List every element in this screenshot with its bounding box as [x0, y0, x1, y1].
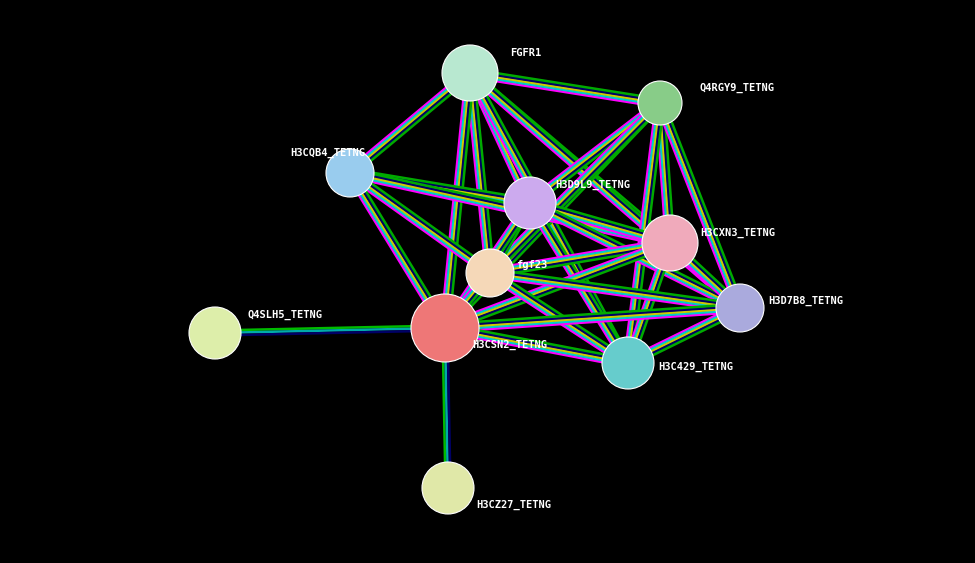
Text: H3CQB4_TETNG: H3CQB4_TETNG	[290, 148, 365, 158]
Circle shape	[422, 462, 474, 514]
Circle shape	[466, 249, 514, 297]
Circle shape	[442, 45, 498, 101]
Circle shape	[326, 149, 374, 197]
Text: fgf23: fgf23	[516, 260, 547, 270]
Text: Q4SLH5_TETNG: Q4SLH5_TETNG	[248, 310, 323, 320]
Text: FGFR1: FGFR1	[510, 48, 541, 58]
Circle shape	[504, 177, 556, 229]
Text: H3D9L9_TETNG: H3D9L9_TETNG	[555, 180, 630, 190]
Circle shape	[189, 307, 241, 359]
Circle shape	[716, 284, 764, 332]
Circle shape	[602, 337, 654, 389]
Text: H3CZ27_TETNG: H3CZ27_TETNG	[476, 500, 551, 510]
Text: H3CXN3_TETNG: H3CXN3_TETNG	[700, 228, 775, 238]
Circle shape	[642, 215, 698, 271]
Text: Q4RGY9_TETNG: Q4RGY9_TETNG	[700, 83, 775, 93]
Text: H3CSN2_TETNG: H3CSN2_TETNG	[472, 340, 547, 350]
Circle shape	[411, 294, 479, 362]
Circle shape	[638, 81, 682, 125]
Text: H3C429_TETNG: H3C429_TETNG	[658, 362, 733, 372]
Text: H3D7B8_TETNG: H3D7B8_TETNG	[768, 296, 843, 306]
